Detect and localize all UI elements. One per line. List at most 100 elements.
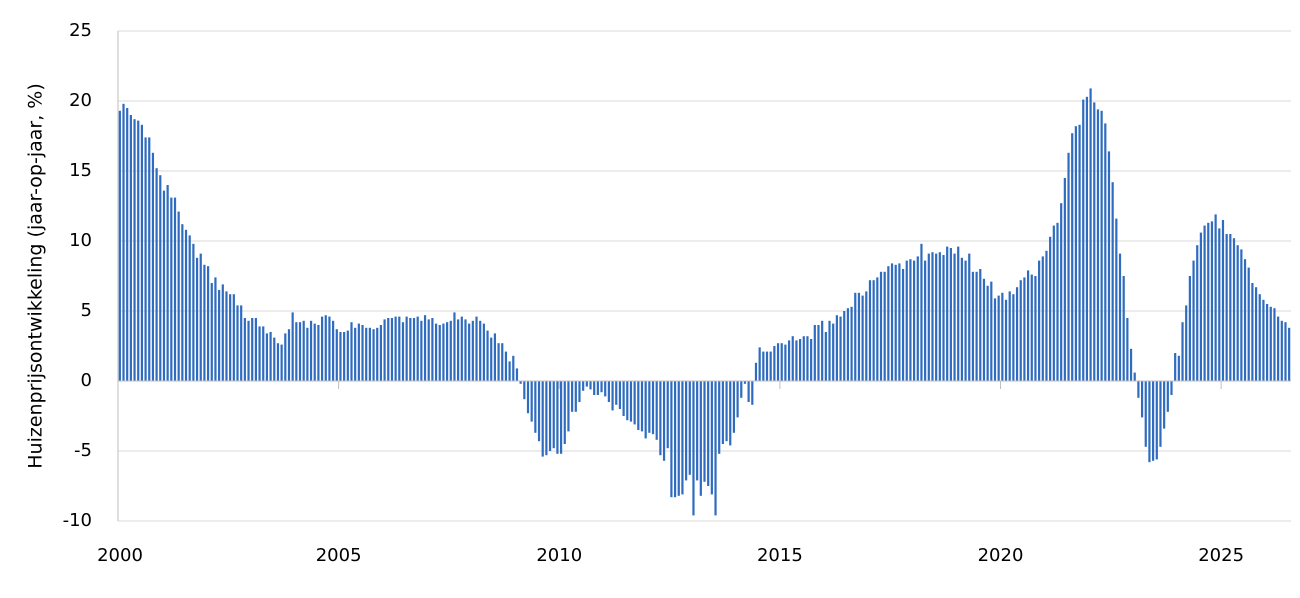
bar	[593, 381, 596, 395]
bar	[313, 323, 316, 381]
y-tick-label: 25	[69, 20, 92, 41]
bar	[140, 124, 144, 382]
y-tick-label: 0	[81, 370, 92, 391]
bar	[810, 339, 813, 381]
bar	[1229, 234, 1232, 381]
bar	[1129, 348, 1133, 381]
bar	[578, 381, 581, 402]
bar	[1159, 381, 1162, 447]
bar	[1177, 355, 1180, 381]
bar	[600, 381, 603, 393]
bar	[1243, 259, 1247, 381]
bar	[894, 264, 897, 381]
bar	[559, 381, 563, 454]
bar	[931, 252, 934, 381]
bar	[1166, 381, 1169, 412]
bar	[1049, 236, 1052, 381]
bar	[118, 110, 121, 382]
bar	[582, 381, 585, 391]
bar	[339, 332, 342, 381]
bar	[129, 115, 132, 381]
bar	[1188, 276, 1191, 381]
bar	[287, 329, 291, 381]
bar	[468, 323, 471, 381]
bar	[552, 381, 555, 449]
bar	[563, 381, 566, 444]
bar	[1067, 152, 1070, 381]
bar	[1269, 306, 1272, 381]
y-axis-label: Huizenprijsontwikkeling (jaar-op-jaar, %…	[25, 83, 47, 469]
bar	[523, 381, 526, 400]
bar	[1203, 225, 1206, 381]
bar	[166, 185, 169, 381]
bar	[1122, 276, 1125, 381]
bar	[361, 325, 364, 381]
bar	[1254, 287, 1258, 381]
bar	[740, 381, 743, 398]
bar	[780, 343, 783, 381]
bar	[1236, 245, 1239, 381]
bar	[1152, 381, 1155, 461]
bar	[1012, 294, 1015, 381]
bar	[942, 255, 945, 381]
bar	[343, 332, 346, 381]
bar	[1093, 102, 1096, 382]
y-tick-label: -5	[74, 440, 92, 461]
bar	[1104, 123, 1107, 382]
bar	[1107, 151, 1111, 381]
bar	[218, 290, 221, 381]
bar	[479, 320, 482, 381]
bar	[269, 332, 272, 381]
bar	[618, 381, 622, 409]
bar	[835, 315, 838, 381]
bar	[1071, 133, 1074, 381]
bar	[354, 327, 357, 381]
x-tick-label: 2000	[97, 545, 143, 566]
bar	[721, 381, 724, 444]
bar	[1137, 381, 1140, 398]
bar	[317, 325, 320, 381]
bar	[754, 362, 758, 381]
bar	[1089, 88, 1092, 382]
bar	[251, 318, 254, 381]
bar	[401, 322, 405, 381]
bar	[379, 325, 383, 381]
bar	[1284, 322, 1287, 381]
bar	[773, 346, 776, 381]
bar	[912, 260, 916, 381]
bar	[817, 325, 820, 381]
bar	[1126, 318, 1129, 381]
bar	[1185, 305, 1188, 381]
bar	[512, 355, 515, 381]
bar	[214, 277, 217, 381]
bar	[633, 381, 636, 425]
bar	[1034, 276, 1037, 381]
bar	[1111, 182, 1114, 381]
bar	[659, 381, 662, 456]
bar	[787, 340, 791, 381]
bar	[247, 320, 250, 381]
bar	[743, 381, 747, 384]
bar	[464, 319, 467, 381]
bar	[210, 283, 213, 381]
x-tick-label: 2015	[757, 545, 803, 566]
bar	[320, 316, 324, 381]
bar	[240, 305, 243, 381]
bar	[1155, 381, 1158, 460]
bar	[254, 318, 257, 381]
bar	[335, 329, 338, 381]
bar	[302, 320, 305, 381]
bar	[1060, 203, 1063, 381]
bar	[170, 197, 173, 381]
bar	[975, 271, 978, 381]
bar	[979, 269, 982, 381]
bar	[273, 337, 276, 381]
bar	[879, 271, 883, 381]
bar	[398, 316, 401, 381]
bar	[155, 168, 158, 381]
bar	[960, 257, 964, 381]
bar	[872, 280, 875, 381]
bar	[1045, 250, 1048, 381]
bar	[1078, 124, 1081, 382]
bar	[1052, 225, 1055, 381]
